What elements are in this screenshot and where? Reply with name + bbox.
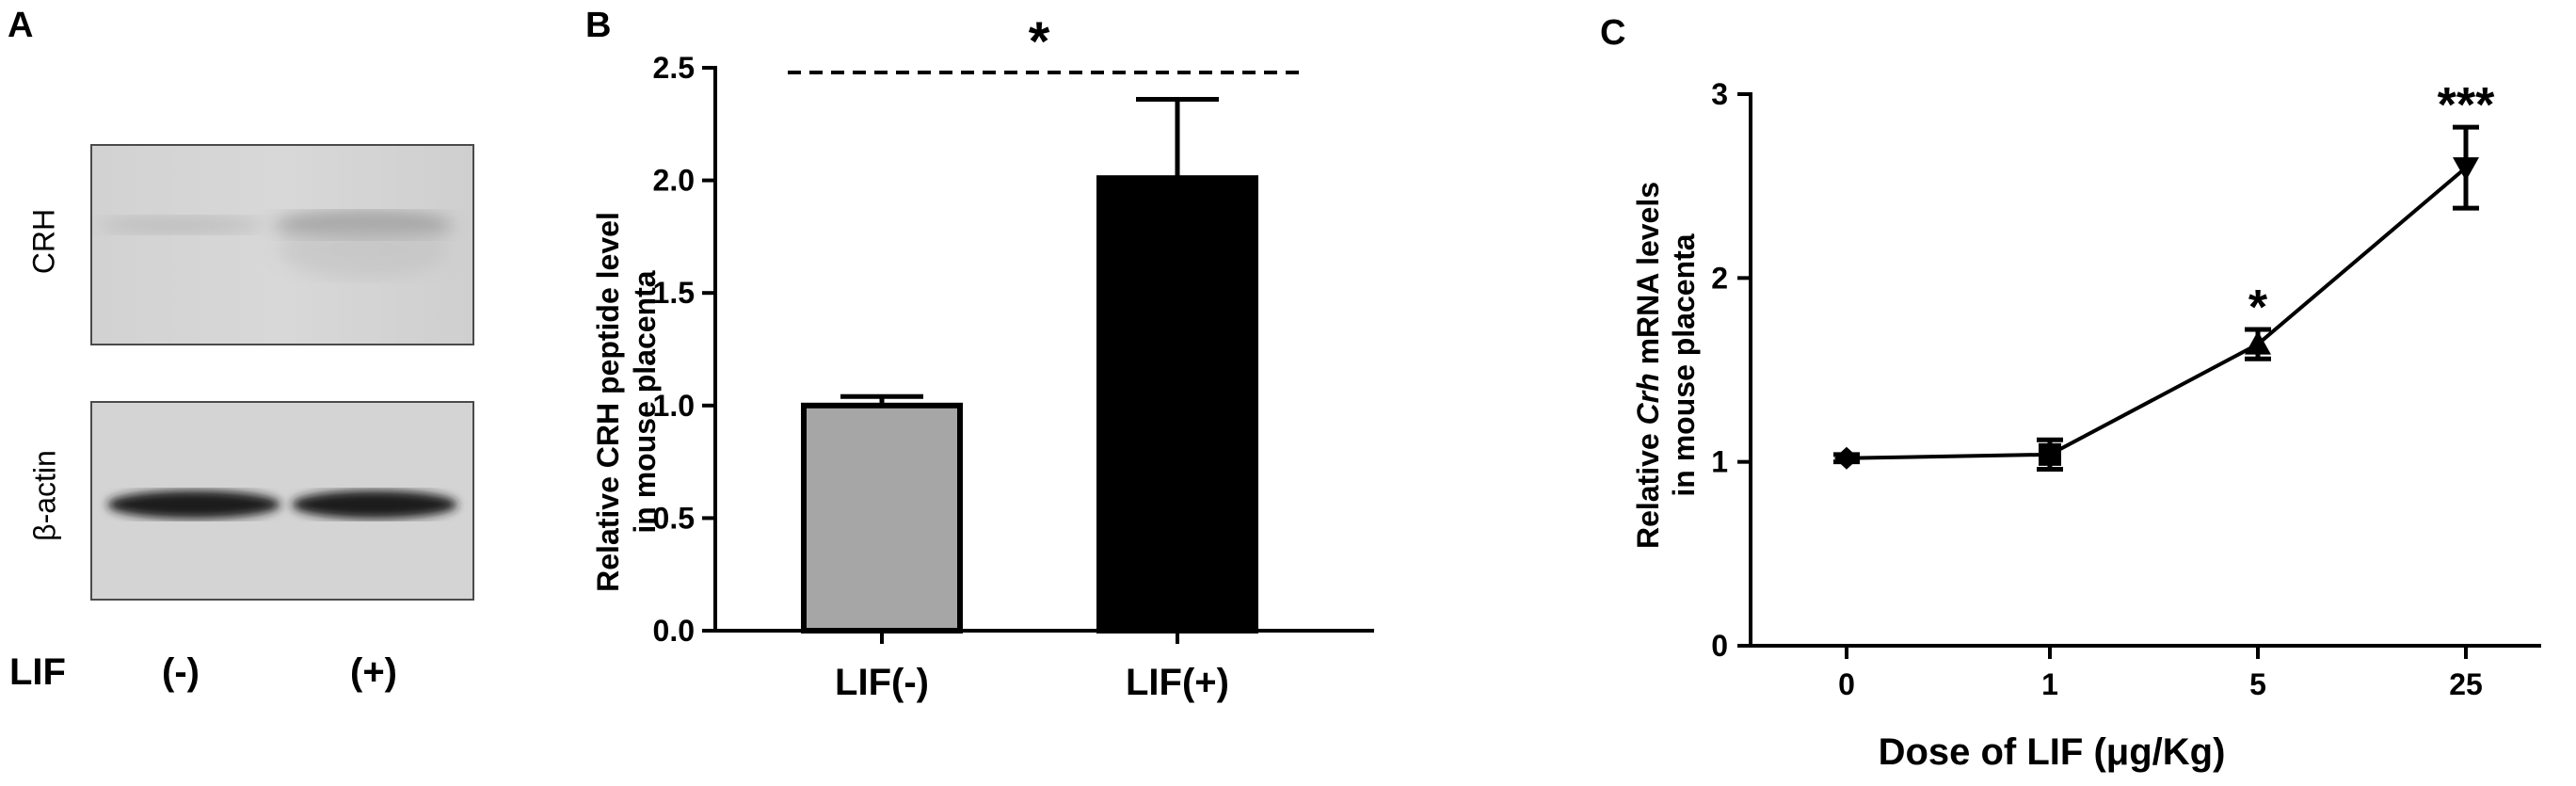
- bar-category-label: LIF(-): [835, 662, 929, 703]
- line-xtick-label: 5: [2249, 667, 2266, 701]
- data-point-square: [2039, 442, 2061, 466]
- significance-asterisk: *: [1029, 11, 1050, 72]
- line-ytick-label: 0: [1711, 629, 1728, 663]
- bar-ytick-label: 2.5: [653, 51, 695, 85]
- crh-blot: [90, 144, 474, 345]
- bar-ytick-label: 1.5: [653, 276, 695, 310]
- lif-condition-label: LIF: [9, 651, 66, 693]
- ylabel-suffix: mRNA levels: [1631, 182, 1665, 373]
- line-chart-ylabel-line1: Relative Crh mRNA levels: [1631, 182, 1665, 549]
- bar-category-label: LIF(+): [1126, 662, 1229, 703]
- crh-band-label: CRH: [26, 208, 61, 275]
- lane-label-plus: (+): [350, 651, 397, 693]
- panel-b-letter: B: [585, 6, 612, 45]
- panel-a-letter: A: [8, 6, 34, 45]
- significance-label: ***: [2438, 78, 2495, 133]
- line-chart-ylabel-line2: in mouse placenta: [1667, 233, 1701, 496]
- line-chart-xlabel: Dose of LIF (μg/Kg): [1879, 731, 2226, 773]
- beta-actin-blot-image: [92, 403, 472, 599]
- line-xtick-label: 25: [2449, 667, 2483, 701]
- line-xtick-label: 0: [1838, 667, 1855, 701]
- beta-actin-blot: [90, 401, 474, 601]
- line-ytick-label: 1: [1711, 445, 1728, 479]
- bar-ytick-label: 0.5: [653, 501, 695, 535]
- ylabel-gene-name: Crh: [1631, 373, 1665, 425]
- lane-label-minus: (-): [162, 651, 200, 693]
- crh-blot-image: [92, 146, 472, 344]
- bar-lif-minus: [801, 402, 963, 634]
- line-ytick-label: 3: [1711, 77, 1728, 111]
- line-ytick-label: 2: [1711, 261, 1728, 295]
- bar-ytick-label: 2.0: [653, 164, 695, 198]
- crh-mrna-dose-chart: Relative Crh mRNA levels in mouse placen…: [1631, 77, 2541, 773]
- line-xtick-label: 1: [2041, 667, 2058, 701]
- bar-lif-plus: [1096, 175, 1258, 634]
- crh-peptide-bar-chart: Relative CRH peptide level in mouse plac…: [591, 11, 1374, 703]
- data-point-triangle-down: [2453, 157, 2479, 182]
- dose-response-line: [1846, 166, 2468, 460]
- ylabel-prefix: Relative: [1631, 425, 1665, 549]
- data-point-diamond: [1834, 446, 1859, 470]
- data-point-triangle-up: [2245, 330, 2271, 355]
- bar-ytick-label: 1.0: [653, 389, 695, 423]
- beta-actin-band-label: β-actin: [27, 450, 62, 541]
- bar-ytick-label: 0.0: [653, 614, 695, 648]
- bar-chart-ylabel-line1: Relative CRH peptide level: [591, 212, 625, 592]
- panel-c-letter: C: [1600, 13, 1626, 53]
- significance-label: *: [2248, 281, 2268, 335]
- bar-chart-ylabel-line2: in mouse placenta: [628, 270, 662, 533]
